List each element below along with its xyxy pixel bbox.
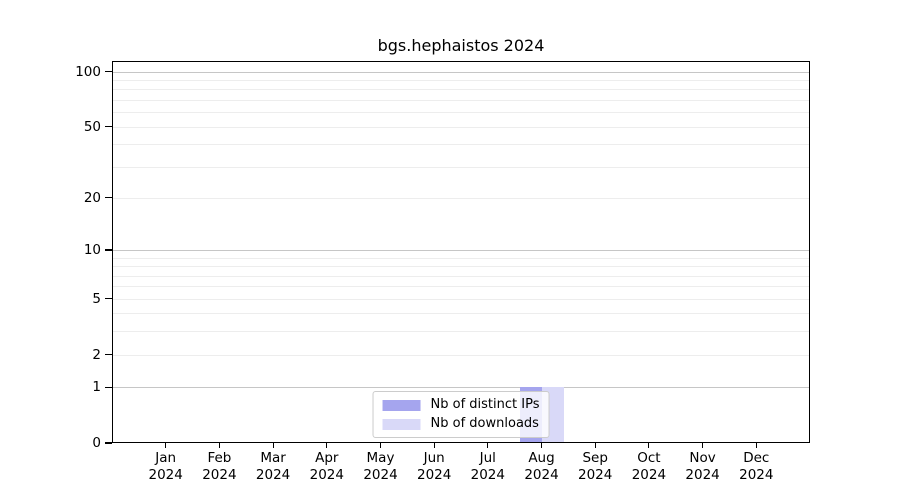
legend-swatch-distinct-ips-icon <box>382 399 421 411</box>
y-tick <box>105 386 112 388</box>
y-gridline-minor <box>112 331 810 333</box>
x-tick <box>755 443 757 448</box>
x-tick <box>487 443 489 448</box>
x-tick <box>272 443 274 448</box>
chart-title: bgs.hephaistos 2024 <box>377 36 545 55</box>
y-gridline-major <box>112 250 810 251</box>
x-tick <box>165 443 167 448</box>
y-gridline-minor <box>112 166 810 168</box>
x-tick-label: Aug 2024 <box>524 450 559 483</box>
x-tick-label: Jan 2024 <box>148 450 183 483</box>
x-tick-label: Nov 2024 <box>685 450 720 483</box>
y-gridline-minor <box>112 79 810 81</box>
y-gridline-minor <box>112 286 810 288</box>
x-tick <box>326 443 328 448</box>
y-tick-label: 50 <box>83 118 101 135</box>
x-tick-label: Sep 2024 <box>578 450 613 483</box>
y-gridline-minor <box>112 112 810 113</box>
legend-label-distinct-ips: Nb of distinct IPs <box>430 397 540 412</box>
y-tick-label: 10 <box>83 242 101 258</box>
y-tick-label: 100 <box>75 63 101 80</box>
x-tick-label: May 2024 <box>363 450 398 483</box>
legend-label-downloads: Nb of downloads <box>430 416 539 431</box>
y-tick <box>105 249 112 251</box>
x-tick <box>540 443 543 448</box>
legend-swatch-downloads-icon <box>382 418 421 430</box>
y-tick <box>105 442 112 444</box>
plot-area <box>112 61 810 443</box>
y-gridline-minor <box>112 298 810 300</box>
y-tick-label: 5 <box>92 290 101 307</box>
x-tick-label: Mar 2024 <box>255 450 291 483</box>
legend-item-distinct-ips: Nb of distinct IPs <box>382 396 540 414</box>
y-tick-label: 20 <box>83 189 101 206</box>
x-tick <box>433 443 435 448</box>
x-tick-label: Jun 2024 <box>417 450 452 483</box>
y-gridline-minor <box>112 257 810 259</box>
y-gridline-minor <box>112 275 810 277</box>
x-tick-label: Jul 2024 <box>470 450 505 483</box>
y-gridline-minor <box>112 266 810 268</box>
y-gridline-minor <box>112 313 810 315</box>
y-gridline-minor <box>112 89 810 91</box>
y-tick <box>105 125 112 128</box>
x-tick <box>702 443 704 448</box>
x-tick-label: Apr 2024 <box>309 450 344 483</box>
y-gridline-major <box>112 71 810 73</box>
y-gridline-minor <box>112 197 810 199</box>
y-gridline-minor <box>112 144 810 145</box>
x-tick <box>594 443 596 448</box>
y-gridline-major <box>112 387 810 389</box>
x-tick-label: Dec 2024 <box>739 450 774 483</box>
y-tick <box>105 197 112 199</box>
y-gridline-minor <box>112 126 810 128</box>
y-tick-label: 1 <box>92 379 101 396</box>
x-tick-label: Oct 2024 <box>631 450 667 483</box>
y-gridline-minor <box>112 99 810 101</box>
y-tick-label: 0 <box>92 435 101 451</box>
legend: Nb of distinct IPs Nb of downloads <box>372 391 550 438</box>
y-tick <box>105 354 112 356</box>
y-tick <box>105 70 112 73</box>
y-gridline-minor <box>112 354 810 356</box>
legend-item-downloads: Nb of downloads <box>382 415 540 433</box>
x-tick <box>218 443 220 448</box>
x-tick-label: Feb 2024 <box>202 450 237 483</box>
y-tick-label: 2 <box>92 346 101 363</box>
y-tick <box>105 298 112 300</box>
x-tick <box>379 443 382 448</box>
x-tick <box>648 443 650 448</box>
